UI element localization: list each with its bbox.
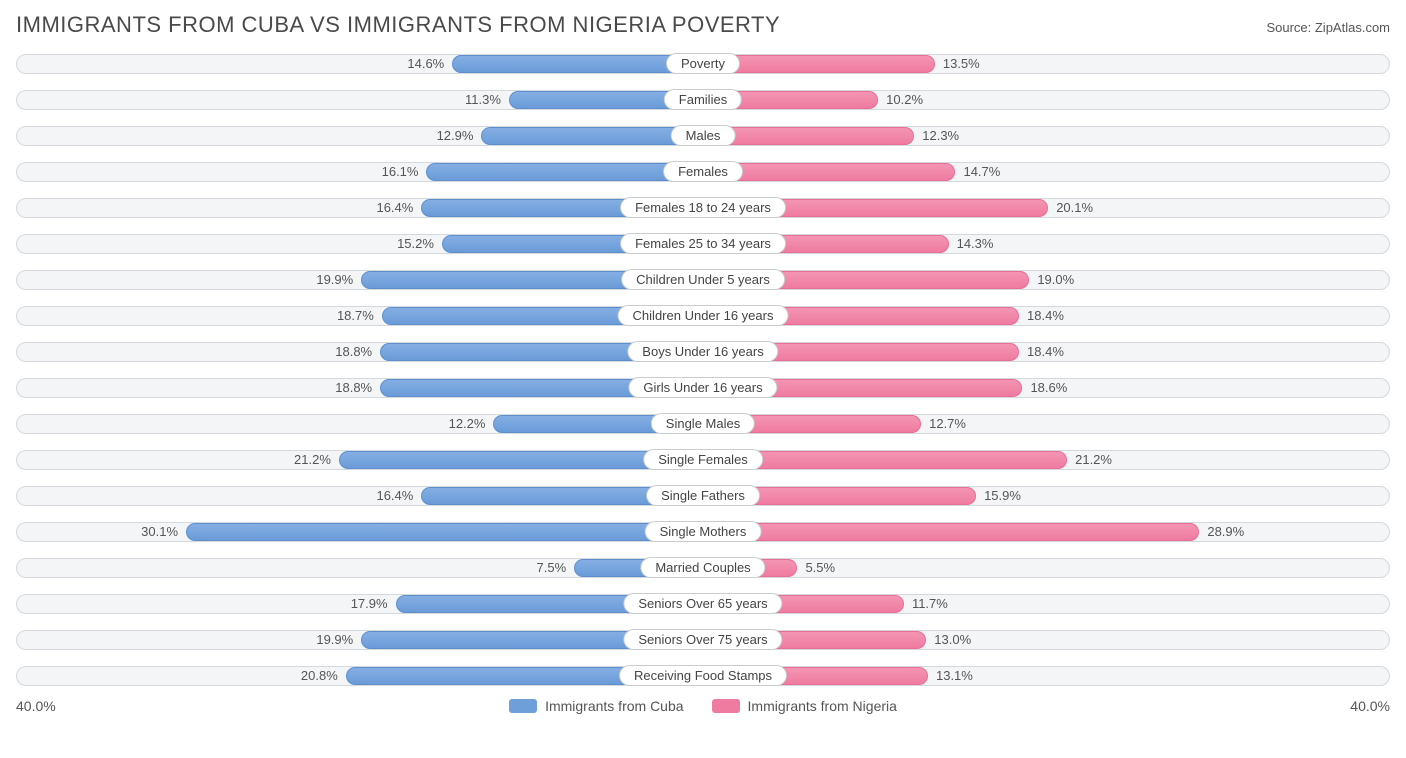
value-right: 18.4% (1027, 308, 1064, 323)
value-left: 20.8% (301, 668, 338, 683)
category-label: Females 18 to 24 years (620, 197, 786, 218)
legend-swatch-left (509, 699, 537, 713)
value-left: 16.4% (376, 488, 413, 503)
value-right: 14.3% (957, 236, 994, 251)
chart-row: 16.4% 20.1% Females 18 to 24 years (16, 192, 1390, 224)
value-right: 28.9% (1207, 524, 1244, 539)
chart-row: 18.7% 18.4% Children Under 16 years (16, 300, 1390, 332)
category-label: Females 25 to 34 years (620, 233, 786, 254)
value-right: 12.3% (922, 128, 959, 143)
value-right: 20.1% (1056, 200, 1093, 215)
chart-row: 16.1% 14.7% Females (16, 156, 1390, 188)
value-left: 15.2% (397, 236, 434, 251)
category-label: Single Mothers (645, 521, 762, 542)
value-right: 18.4% (1027, 344, 1064, 359)
value-left: 30.1% (141, 524, 178, 539)
value-left: 11.3% (465, 92, 501, 107)
category-label: Families (664, 89, 742, 110)
value-left: 12.9% (437, 128, 474, 143)
category-label: Married Couples (640, 557, 765, 578)
legend-label-left: Immigrants from Cuba (545, 698, 683, 714)
legend-item-left: Immigrants from Cuba (509, 698, 683, 714)
source-attribution: Source: ZipAtlas.com (1266, 20, 1390, 35)
category-label: Poverty (666, 53, 740, 74)
chart-footer: 40.0% Immigrants from Cuba Immigrants fr… (16, 698, 1390, 714)
value-right: 5.5% (805, 560, 835, 575)
value-right: 18.6% (1030, 380, 1067, 395)
category-label: Receiving Food Stamps (619, 665, 787, 686)
chart-header: IMMIGRANTS FROM CUBA VS IMMIGRANTS FROM … (16, 12, 1390, 38)
chart-title: IMMIGRANTS FROM CUBA VS IMMIGRANTS FROM … (16, 12, 780, 38)
chart-row: 12.2% 12.7% Single Males (16, 408, 1390, 440)
value-left: 16.1% (382, 164, 419, 179)
value-right: 13.5% (943, 56, 980, 71)
value-left: 17.9% (351, 596, 388, 611)
chart-row: 18.8% 18.6% Girls Under 16 years (16, 372, 1390, 404)
value-left: 16.4% (376, 200, 413, 215)
value-right: 14.7% (963, 164, 1000, 179)
chart-row: 7.5% 5.5% Married Couples (16, 552, 1390, 584)
bar-left (186, 523, 703, 541)
value-right: 12.7% (929, 416, 966, 431)
bar-right (703, 523, 1199, 541)
chart-row: 21.2% 21.2% Single Females (16, 444, 1390, 476)
value-left: 14.6% (407, 56, 444, 71)
chart-row: 19.9% 13.0% Seniors Over 75 years (16, 624, 1390, 656)
legend-label-right: Immigrants from Nigeria (748, 698, 897, 714)
chart-row: 19.9% 19.0% Children Under 5 years (16, 264, 1390, 296)
bar-left (426, 163, 703, 181)
value-right: 10.2% (886, 92, 923, 107)
chart-row: 18.8% 18.4% Boys Under 16 years (16, 336, 1390, 368)
chart-row: 17.9% 11.7% Seniors Over 65 years (16, 588, 1390, 620)
category-label: Single Females (643, 449, 763, 470)
category-label: Single Males (651, 413, 755, 434)
value-right: 11.7% (912, 596, 948, 611)
legend: Immigrants from Cuba Immigrants from Nig… (509, 698, 897, 714)
value-right: 15.9% (984, 488, 1021, 503)
category-label: Girls Under 16 years (628, 377, 777, 398)
chart-row: 16.4% 15.9% Single Fathers (16, 480, 1390, 512)
chart-row: 30.1% 28.9% Single Mothers (16, 516, 1390, 548)
category-label: Children Under 16 years (618, 305, 789, 326)
value-left: 18.8% (335, 344, 372, 359)
category-label: Males (671, 125, 736, 146)
chart-row: 11.3% 10.2% Families (16, 84, 1390, 116)
value-left: 12.2% (449, 416, 486, 431)
legend-item-right: Immigrants from Nigeria (712, 698, 897, 714)
value-right: 21.2% (1075, 452, 1112, 467)
category-label: Single Fathers (646, 485, 760, 506)
category-label: Seniors Over 65 years (623, 593, 782, 614)
axis-max-right: 40.0% (1350, 698, 1390, 714)
category-label: Children Under 5 years (621, 269, 785, 290)
axis-max-left: 40.0% (16, 698, 56, 714)
chart-row: 14.6% 13.5% Poverty (16, 48, 1390, 80)
diverging-bar-chart: 14.6% 13.5% Poverty 11.3% 10.2% Families 12.9%… (16, 48, 1390, 692)
chart-row: 20.8% 13.1% Receiving Food Stamps (16, 660, 1390, 692)
category-label: Boys Under 16 years (627, 341, 778, 362)
value-right: 13.0% (934, 632, 971, 647)
value-right: 13.1% (936, 668, 973, 683)
value-left: 21.2% (294, 452, 331, 467)
value-left: 7.5% (537, 560, 567, 575)
legend-swatch-right (712, 699, 740, 713)
category-label: Females (663, 161, 743, 182)
value-left: 19.9% (316, 632, 353, 647)
value-right: 19.0% (1037, 272, 1074, 287)
chart-row: 15.2% 14.3% Females 25 to 34 years (16, 228, 1390, 260)
value-left: 19.9% (316, 272, 353, 287)
value-left: 18.8% (335, 380, 372, 395)
value-left: 18.7% (337, 308, 374, 323)
chart-row: 12.9% 12.3% Males (16, 120, 1390, 152)
category-label: Seniors Over 75 years (623, 629, 782, 650)
